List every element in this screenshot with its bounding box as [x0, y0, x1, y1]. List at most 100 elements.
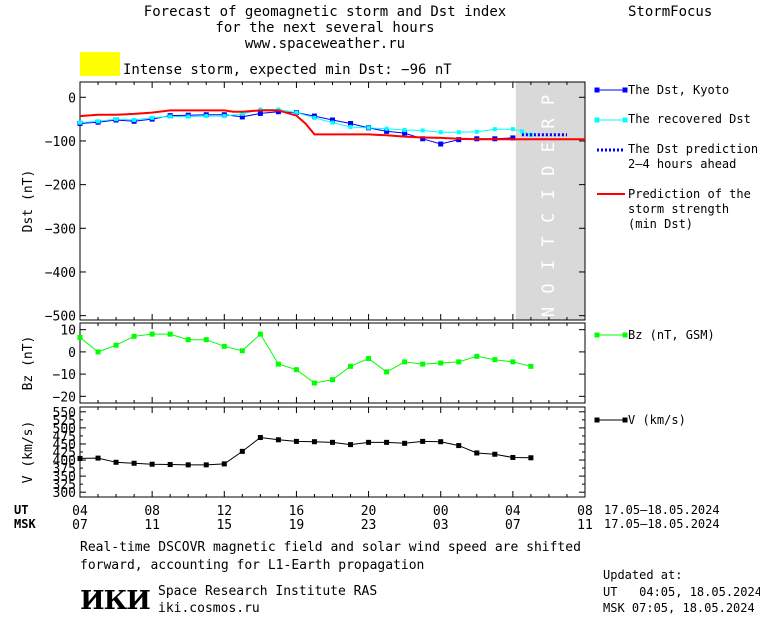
data-point [311, 439, 317, 445]
data-point [222, 114, 227, 119]
y-tick-label: 475 [53, 430, 76, 445]
title-line-3[interactable]: www.spaceweather.ru [244, 36, 406, 52]
data-point [420, 438, 426, 444]
data-point [492, 357, 498, 363]
prediction-letter: I [539, 260, 559, 270]
data-point [420, 361, 426, 367]
data-point [348, 124, 353, 129]
prediction-letter: D [539, 166, 559, 176]
series-line [79, 333, 532, 384]
y-tick-label: 425 [53, 446, 76, 461]
series-line [79, 436, 531, 466]
data-point [456, 130, 461, 135]
y-tick-label: 0 [68, 346, 76, 361]
y-tick-label: −10 [53, 368, 76, 383]
msk-tick-label: 19 [289, 518, 305, 533]
legend-sample-marker [594, 417, 600, 423]
data-point [311, 380, 317, 386]
data-point [438, 141, 444, 147]
ut-tick-label: 08 [577, 504, 593, 519]
ut-tick-label: 12 [216, 504, 232, 519]
y-tick-label: 400 [53, 454, 76, 469]
data-point [149, 461, 155, 467]
data-point [113, 342, 119, 348]
storm-swatch [80, 52, 120, 76]
legend-v: V (km/s) [628, 413, 686, 427]
msk-date-range: 17.05–18.05.2024 [604, 517, 720, 531]
data-point [510, 135, 516, 141]
data-point [203, 462, 209, 468]
data-point [131, 460, 137, 466]
data-point [384, 126, 389, 131]
data-point [240, 111, 245, 116]
legend-sample-marker [594, 332, 600, 338]
footer-note-1: Real-time DSCOVR magnetic field and sola… [80, 540, 581, 555]
data-point [96, 119, 101, 124]
y-tick-label: 525 [53, 414, 76, 429]
data-point [402, 128, 407, 133]
data-point [275, 361, 281, 367]
data-point [168, 114, 173, 119]
data-point [528, 455, 534, 461]
chart-title: Forecast of geomagnetic storm and Dst in… [80, 4, 570, 52]
y-tick-label: 350 [53, 470, 76, 485]
y-tick-label: −20 [53, 390, 76, 405]
data-point [330, 117, 335, 123]
updated-ut: UT 04:05, 18.05.2024 [603, 585, 760, 599]
prediction-letter: C [539, 213, 559, 223]
data-point [492, 127, 497, 132]
data-point [77, 334, 83, 340]
prediction-letter: O [539, 283, 559, 293]
prediction-letter: T [539, 236, 559, 246]
msk-tick-label: 15 [216, 518, 232, 533]
data-point [132, 117, 137, 122]
y-tick-label: −400 [45, 266, 76, 281]
data-point [366, 439, 372, 445]
data-point [149, 331, 155, 337]
data-point [492, 451, 498, 457]
data-point [186, 114, 191, 119]
institute-name: Space Research Institute RAS [158, 584, 378, 599]
data-point [185, 337, 191, 343]
y-tick-label: 300 [53, 486, 76, 501]
plot-frame [79, 406, 586, 498]
data-point [114, 117, 119, 122]
data-point [204, 114, 209, 119]
msk-tick-label: 07 [72, 518, 88, 533]
data-point [384, 439, 390, 445]
y-tick-label: 325 [53, 478, 76, 493]
msk-tick-label: 07 [505, 518, 521, 533]
data-point [456, 443, 462, 449]
ut-tick-label: 16 [289, 504, 305, 519]
msk-tick-label: 11 [577, 518, 593, 533]
prediction-letter: P [539, 95, 559, 105]
data-point [510, 127, 515, 132]
data-point [420, 136, 426, 142]
y-axis-label: Dst (nT) [21, 170, 36, 233]
legend-bz: Bz (nT, GSM) [628, 328, 715, 342]
y-tick-label: 10 [60, 324, 76, 339]
legend-sample-marker [594, 117, 600, 123]
msk-tick-label: 23 [361, 518, 377, 533]
msk-tick-label: 03 [433, 518, 449, 533]
data-point [330, 439, 335, 445]
prediction-letter: R [539, 118, 559, 129]
data-point [257, 331, 263, 337]
data-point [203, 337, 209, 343]
data-point [366, 356, 372, 362]
updated-msk: MSK 07:05, 18.05.2024 [603, 601, 755, 615]
ut-tick-label: 04 [72, 504, 88, 519]
footer-note-2: forward, accounting for L1-Earth propaga… [80, 558, 425, 573]
institute-site[interactable]: iki.cosmos.ru [158, 601, 260, 616]
data-point [221, 461, 227, 467]
data-point [510, 454, 516, 460]
data-point [167, 331, 173, 337]
prediction-letter: E [539, 142, 559, 152]
data-point [150, 115, 155, 120]
msk-axis-label: MSK [14, 517, 36, 531]
data-point [221, 343, 227, 349]
data-point [293, 367, 299, 373]
data-point [438, 130, 443, 135]
data-point [456, 359, 462, 365]
y-tick-label: 500 [53, 422, 76, 437]
